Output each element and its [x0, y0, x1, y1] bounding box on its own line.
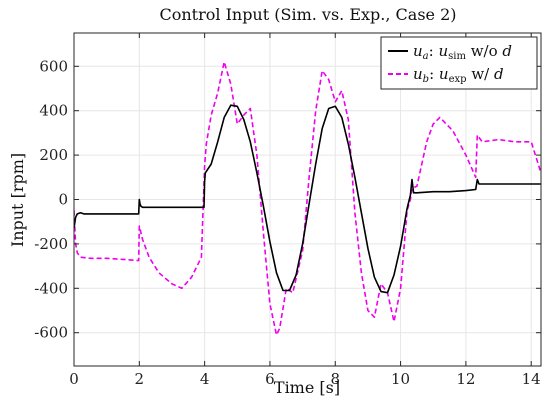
legend-entry-ub: ub: uexp w/ d	[413, 65, 504, 85]
ticks: 0 2 4 6 8 10 12 14 -600 -400 -200 0 200 400 600	[34, 33, 541, 388]
y-tick-label: 600	[39, 57, 68, 75]
x-tick-label: 14	[522, 370, 541, 388]
x-tick-label: 4	[200, 370, 210, 388]
x-tick-label: 8	[330, 370, 340, 388]
legend: ua: usim w/o d ub: uexp w/ d	[380, 36, 538, 90]
y-tick-label: 400	[39, 102, 68, 120]
y-tick-label: 200	[39, 146, 68, 164]
series-line-ub	[74, 61, 541, 336]
y-axis-label: Input [rpm]	[8, 153, 27, 247]
x-tick-label: 0	[69, 370, 79, 388]
x-tick-label: 6	[265, 370, 275, 388]
y-tick-label: -600	[34, 324, 68, 342]
series-layer	[74, 61, 541, 336]
y-tick-label: -400	[34, 279, 68, 297]
y-tick-label: 0	[58, 191, 68, 209]
legend-entry-ua: ua: usim w/o d	[413, 42, 512, 62]
x-tick-label: 12	[456, 370, 475, 388]
x-tick-label: 2	[135, 370, 145, 388]
x-tick-label: 10	[391, 370, 410, 388]
series-line-ua	[74, 104, 541, 294]
y-tick-label: -200	[34, 235, 68, 253]
x-axis-label: Time [s]	[274, 378, 340, 397]
chart-title: Control Input (Sim. vs. Exp., Case 2)	[159, 5, 456, 24]
legend-box	[380, 36, 538, 90]
